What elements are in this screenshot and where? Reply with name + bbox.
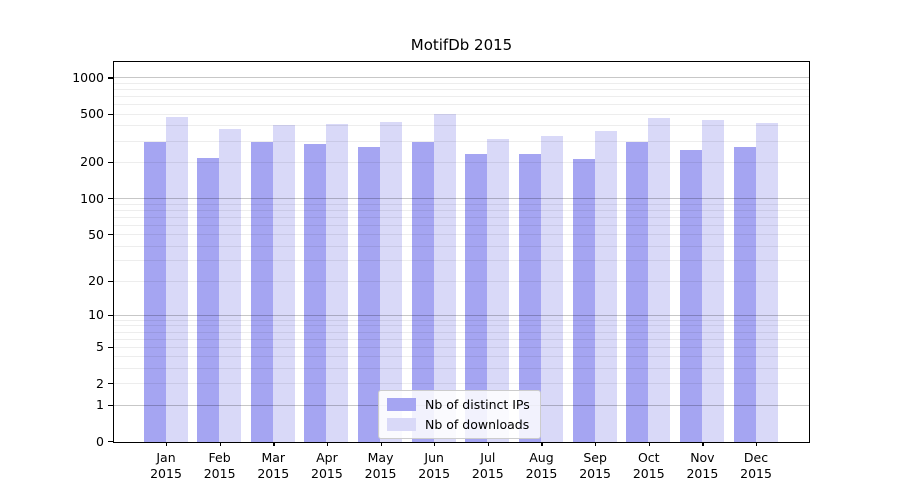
bar-distinct-ips-aug [518,153,541,442]
y-tick-label: 50 [88,226,104,242]
bar-distinct-ips-nov [679,149,702,442]
y-tick [108,346,113,348]
bar-downloads-nov [701,119,724,442]
y-tick-label: 100 [80,190,104,206]
x-tick [595,442,597,446]
chart-title: MotifDb 2015 [410,36,513,54]
bar-distinct-ips-jan [143,142,166,442]
minor-gridline [114,96,809,98]
y-tick [108,383,113,385]
x-tick-label: Jun 2015 [418,450,451,481]
x-tick [434,442,436,446]
plot-area: Nb of distinct IPs Nb of downloads [113,61,810,443]
y-tick [108,113,113,116]
x-tick-label: Oct 2015 [632,450,665,481]
x-tick-label: Jul 2015 [471,450,504,481]
x-tick [756,442,758,446]
x-tick [326,442,329,446]
bar-distinct-ips-jun [411,142,434,442]
bar-distinct-ips-apr [304,143,327,442]
bar-downloads-jun [433,114,456,442]
bar-downloads-may [380,122,403,442]
x-tick [648,442,651,446]
y-tick-label: 1 [96,397,104,412]
x-tick-label: Dec 2015 [740,450,772,481]
x-tick [273,442,275,446]
y-tick-label: 10 [88,307,104,323]
major-gridline [114,77,809,79]
x-tick [380,442,382,446]
bar-distinct-ips-sep [572,158,595,442]
y-tick [108,404,113,406]
x-tick-label: Sep 2015 [579,450,612,481]
y-tick [108,280,113,283]
bar-distinct-ips-jul [465,153,488,442]
x-tick-label: Mar 2015 [257,450,290,481]
minor-gridline [114,82,809,84]
x-tick [487,442,490,446]
y-tick-label: 0 [96,433,104,449]
x-tick-label: Nov 2015 [686,450,719,481]
x-tick-label: Apr 2015 [311,450,343,481]
x-tick-label: Feb 2015 [203,450,236,481]
legend-swatch-downloads [387,418,416,431]
x-tick-label: Aug 2015 [525,450,558,481]
bar-downloads-apr [326,124,349,442]
x-tick [219,442,221,446]
y-tick [108,441,113,443]
minor-gridline [114,113,809,115]
y-tick [108,161,113,164]
legend-item-downloads: Nb of downloads [387,417,530,432]
bar-downloads-dec [755,123,778,442]
bar-distinct-ips-dec [733,146,756,442]
y-tick [108,198,113,200]
bar-distinct-ips-feb [197,157,220,442]
x-tick-label: May 2015 [364,450,397,481]
bar-distinct-ips-oct [626,141,649,442]
legend-label-distinct-ips: Nb of distinct IPs [425,397,530,412]
x-tick [541,442,543,446]
legend-label-downloads: Nb of downloads [425,417,530,432]
x-tick [702,442,704,446]
y-tick-label: 1000 [72,69,104,85]
x-tick-label: Jan 2015 [150,450,182,481]
y-tick-label: 500 [80,106,104,122]
minor-gridline [114,89,809,91]
bar-downloads-feb [219,128,242,442]
y-tick-label: 200 [80,154,104,170]
bar-downloads-jan [165,116,188,442]
y-tick-label: 20 [88,273,104,289]
y-tick-label: 5 [96,339,104,355]
bar-downloads-oct [648,118,671,442]
legend: Nb of distinct IPs Nb of downloads [378,390,541,439]
y-tick [108,77,113,79]
bar-downloads-aug [540,136,563,442]
bar-distinct-ips-may [358,146,381,442]
bar-downloads-mar [272,125,295,442]
y-tick-label: 2 [96,375,104,391]
minor-gridline [114,104,809,106]
legend-item-distinct-ips: Nb of distinct IPs [387,397,530,412]
y-tick [108,314,113,317]
bar-downloads-jul [487,138,510,442]
bar-downloads-sep [594,131,617,442]
bar-distinct-ips-mar [250,142,273,442]
y-tick [108,234,113,236]
legend-swatch-distinct-ips [387,398,416,411]
x-tick [166,442,168,446]
